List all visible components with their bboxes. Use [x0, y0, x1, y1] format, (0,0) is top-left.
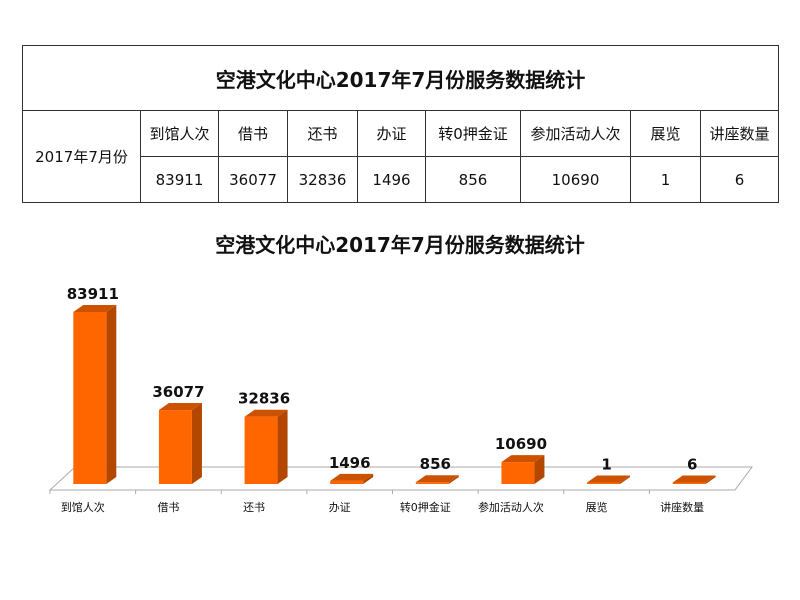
bar-top [501, 455, 545, 463]
row-label: 2017年7月份 [22, 110, 141, 203]
header-cell: 办证 [357, 110, 426, 157]
bar [158, 403, 202, 484]
bar [672, 475, 716, 484]
bar-side [705, 475, 716, 484]
header-cell: 转0押金证 [425, 110, 521, 157]
header-cell: 参加活动人次 [520, 110, 631, 157]
bar-front [587, 482, 621, 484]
bar-front [73, 312, 107, 484]
x-tick-label: 借书 [157, 501, 179, 514]
data-label: 1496 [329, 454, 371, 472]
value-cell: 1 [630, 156, 701, 203]
bar-top [330, 473, 374, 481]
data-label: 36077 [152, 383, 204, 401]
value-cell: 36077 [218, 156, 288, 203]
header-cell: 还书 [287, 110, 358, 157]
bar-top [672, 475, 716, 483]
header-cell: 讲座数量 [699, 110, 780, 157]
x-tick-label: 还书 [243, 501, 265, 514]
bar-front [330, 480, 364, 484]
x-tick-label: 转0押金证 [400, 500, 451, 514]
bar-front [158, 410, 192, 484]
value-cell: 6 [699, 156, 780, 203]
header-cell: 借书 [218, 110, 288, 157]
data-label: 1 [601, 456, 611, 474]
bar [73, 305, 117, 484]
bar-side [620, 475, 631, 484]
bar [244, 409, 288, 484]
bar-side [363, 473, 374, 484]
bar-side [534, 455, 545, 484]
bar-side [448, 475, 459, 484]
bar-front [501, 462, 535, 484]
bar-top [158, 403, 202, 411]
bar-side [277, 409, 288, 484]
value-cell: 83911 [140, 156, 219, 203]
data-label: 856 [420, 455, 451, 473]
bar-side [191, 403, 202, 484]
value-cell: 32836 [287, 156, 358, 203]
data-label: 6 [687, 456, 697, 474]
stats-table: 空港文化中心2017年7月份服务数据统计 2017年7月份 到馆人次 借书 还书… [21, 45, 780, 203]
x-tick-label: 讲座数量 [660, 500, 704, 514]
x-tick-label: 到馆人次 [61, 500, 105, 514]
bar-top [244, 409, 288, 417]
chart-floor [48, 466, 753, 494]
x-tick-label: 办证 [329, 501, 351, 514]
bar-top [415, 475, 459, 483]
bar-front [244, 416, 278, 484]
bar-top [587, 475, 631, 483]
value-cell: 10690 [520, 156, 631, 203]
value-cell: 856 [425, 156, 521, 203]
bar [501, 455, 545, 484]
bar-front [672, 482, 706, 484]
header-cell: 到馆人次 [140, 110, 219, 157]
bar [415, 475, 459, 484]
table-title: 空港文化中心2017年7月份服务数据统计 [21, 45, 780, 111]
bar-front [415, 482, 449, 484]
value-cell: 1496 [357, 156, 426, 203]
data-label: 83911 [67, 285, 119, 303]
bar-top [73, 305, 117, 312]
x-tick-label: 展览 [586, 500, 608, 514]
bar-side [106, 305, 117, 484]
bar [587, 475, 631, 484]
data-label: 32836 [238, 390, 290, 408]
floor-plane [48, 466, 753, 491]
x-tick-label: 参加活动人次 [478, 500, 544, 514]
bar-chart: 空港文化中心2017年7月份服务数据统计 83911 到馆人次 36077 借书 328… [48, 233, 753, 514]
header-cell: 展览 [630, 110, 701, 157]
chart-title: 空港文化中心2017年7月份服务数据统计 [215, 233, 585, 257]
bar [330, 473, 374, 484]
data-label: 10690 [495, 435, 547, 453]
